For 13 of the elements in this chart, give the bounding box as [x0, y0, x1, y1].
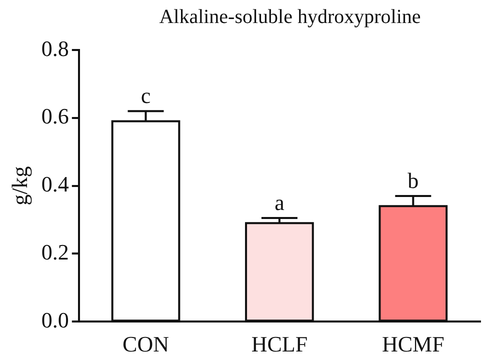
annotation: a	[274, 190, 285, 215]
annotation: b	[408, 168, 419, 193]
chart-title: Alkaline-soluble hydroxyproline	[158, 6, 422, 29]
y-tick-label: 0.6	[41, 104, 69, 129]
x-tick-label: HCLF	[251, 332, 308, 357]
x-tick-label: CON	[122, 332, 170, 357]
y-tick-label: 0.0	[41, 307, 69, 332]
y-tick-label: 0.4	[41, 172, 69, 197]
y-tick-label: 0.8	[41, 36, 69, 61]
y-tick-label: 0.2	[41, 239, 69, 264]
annotation: c	[140, 82, 151, 108]
y-axis-title: g/kg	[6, 166, 32, 206]
x-tick-label: HCMF	[382, 332, 444, 357]
